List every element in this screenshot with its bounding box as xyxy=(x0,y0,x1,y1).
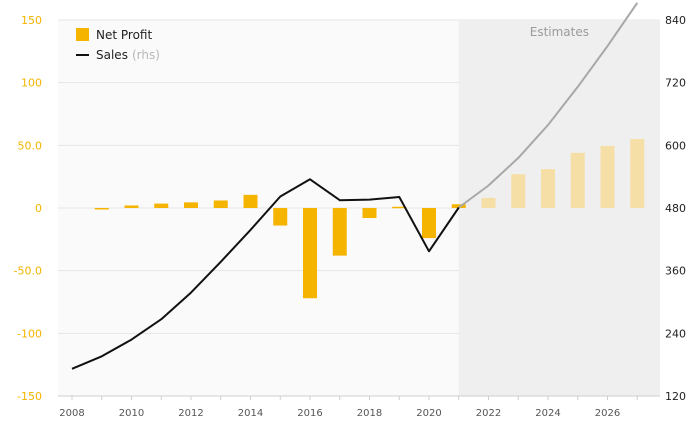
right-tick-label: 480 xyxy=(665,202,686,215)
net-profit-bar xyxy=(94,208,109,210)
net-profit-bar xyxy=(511,174,526,208)
net-profit-bars xyxy=(94,139,645,299)
net-profit-bar xyxy=(541,169,555,208)
x-axis-ticks: 2008 2010 2012 2014 2016 2018 2020 2022 2024 2026 xyxy=(58,395,660,419)
legend-sales-suffix: (rhs) xyxy=(132,48,160,62)
x-tick-label: 2014 xyxy=(238,408,263,419)
legend-sales-label: Sales (rhs) xyxy=(96,48,160,62)
net-profit-bar xyxy=(154,203,169,208)
left-axis-ticks: 150 100 50.0 0 -50.0 -100 -150 xyxy=(14,14,42,403)
left-tick-label: 0 xyxy=(35,202,42,215)
net-profit-bar xyxy=(213,200,228,208)
net-profit-bar xyxy=(600,145,615,208)
x-tick-label: 2022 xyxy=(476,408,501,419)
net-profit-bar xyxy=(451,204,466,208)
left-tick-label: -50.0 xyxy=(14,265,42,278)
net-profit-bar xyxy=(422,208,436,239)
legend-net-profit-swatch xyxy=(76,28,89,41)
legend-net-profit-label: Net Profit xyxy=(96,28,152,42)
x-tick-label: 2018 xyxy=(357,408,382,419)
net-profit-bar xyxy=(362,208,377,219)
x-tick-label: 2008 xyxy=(59,408,84,419)
right-tick-label: 240 xyxy=(665,327,686,340)
net-profit-bar xyxy=(481,197,496,208)
sales-line-actual xyxy=(71,178,460,370)
net-profit-bar xyxy=(392,206,407,209)
legend-sales-name: Sales xyxy=(96,48,128,62)
net-profit-bar xyxy=(332,208,347,256)
x-tick-label: 2026 xyxy=(595,408,620,419)
net-profit-bar xyxy=(630,139,645,208)
right-tick-label: 600 xyxy=(665,139,686,152)
left-tick-label: 100 xyxy=(21,77,42,90)
right-axis-ticks: 840 720 600 480 360 240 120 xyxy=(665,14,686,403)
net-profit-bar xyxy=(303,208,317,299)
right-tick-label: 120 xyxy=(665,390,686,403)
net-profit-bar xyxy=(184,202,198,208)
right-tick-label: 720 xyxy=(665,77,686,90)
x-tick-label: 2020 xyxy=(416,408,441,419)
x-tick-label: 2024 xyxy=(535,408,560,419)
sales-line-estimate xyxy=(458,2,639,209)
net-profit-bar xyxy=(570,152,585,208)
right-tick-label: 840 xyxy=(665,14,686,27)
left-tick-label: -100 xyxy=(17,327,42,340)
right-tick-label: 360 xyxy=(665,265,686,278)
net-profit-bar xyxy=(273,208,288,226)
x-tick-label: 2016 xyxy=(297,408,322,419)
x-tick-label: 2010 xyxy=(119,408,144,419)
x-tick-label: 2012 xyxy=(178,408,203,419)
left-tick-label: 50.0 xyxy=(18,139,43,152)
net-profit-bar xyxy=(243,194,258,208)
sales-line xyxy=(71,2,639,370)
legend: Net Profit Sales (rhs) xyxy=(76,28,160,62)
estimates-label: Estimates xyxy=(530,25,589,39)
left-tick-label: -150 xyxy=(17,390,42,403)
left-tick-label: 150 xyxy=(21,14,42,27)
net-profit-bar xyxy=(124,205,139,208)
